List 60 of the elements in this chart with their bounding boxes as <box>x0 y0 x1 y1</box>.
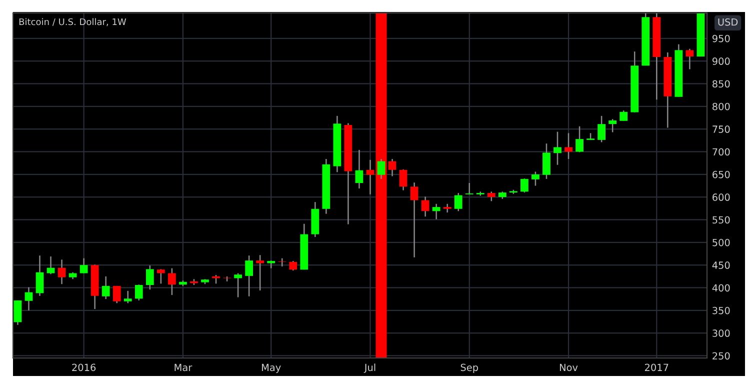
candlestick <box>234 272 242 298</box>
candlestick <box>245 254 253 297</box>
x-tick-label: Nov <box>560 364 578 372</box>
y-tick-label: 250 <box>712 352 730 360</box>
x-tick-label: May <box>262 364 281 373</box>
y-tick-label: 400 <box>712 284 730 292</box>
candlestick <box>146 264 154 290</box>
x-tick-label: Mar <box>174 364 192 372</box>
candlestick <box>58 259 66 285</box>
candlestick <box>686 48 694 70</box>
y-tick-label: 800 <box>712 102 730 110</box>
y-tick-label: 950 <box>712 34 730 42</box>
x-tick-label: 2016 <box>72 364 96 372</box>
candlestick <box>432 203 440 220</box>
candlestick <box>454 192 462 212</box>
candlestick <box>487 190 496 202</box>
candlestick <box>134 284 143 302</box>
y-tick-label: 500 <box>712 238 730 246</box>
candlestick <box>554 131 562 166</box>
y-tick-label: 850 <box>712 80 730 88</box>
x-tick-label: 2017 <box>644 364 668 372</box>
candlestick <box>576 126 584 153</box>
candlestick <box>112 285 121 304</box>
candlestick <box>443 203 452 214</box>
candlestick <box>598 115 606 143</box>
candlestick <box>421 196 430 218</box>
y-tick-label: 900 <box>712 58 730 65</box>
candlestick <box>377 158 386 180</box>
candlestick <box>168 268 176 296</box>
y-tick-label: 350 <box>712 306 730 314</box>
y-axis-title: USD <box>718 18 738 26</box>
candlestick <box>80 258 88 274</box>
candlestick <box>355 149 364 190</box>
candlestick <box>256 254 264 292</box>
candlestick <box>520 178 528 194</box>
candlestick <box>14 300 22 326</box>
y-tick-label: 450 <box>712 262 730 269</box>
candlestick <box>465 182 474 195</box>
y-tick-label: 600 <box>712 194 730 201</box>
candlestick <box>410 182 418 258</box>
candlestick <box>620 110 628 122</box>
y-tick-label: 300 <box>712 330 730 337</box>
candlestick <box>24 286 33 312</box>
candlestick <box>289 260 298 272</box>
candlestick <box>608 118 617 133</box>
candlestick <box>124 290 132 304</box>
candlestick <box>532 171 540 186</box>
candlestick <box>102 276 110 300</box>
candlestick <box>399 168 408 191</box>
candlestick <box>36 254 44 297</box>
candlestick <box>156 268 165 284</box>
y-tick-label: 750 <box>712 126 730 133</box>
candlestick <box>542 142 550 180</box>
x-tick-label: Jul <box>364 364 376 373</box>
y-tick-label: 650 <box>712 170 730 178</box>
y-tick-label: 700 <box>712 148 730 156</box>
candlestick <box>564 132 572 160</box>
x-tick-label: Sep <box>460 364 478 373</box>
y-tick-label: 550 <box>712 216 730 224</box>
text: Bitcoin / U.S. Dollar, 1W <box>19 18 126 26</box>
